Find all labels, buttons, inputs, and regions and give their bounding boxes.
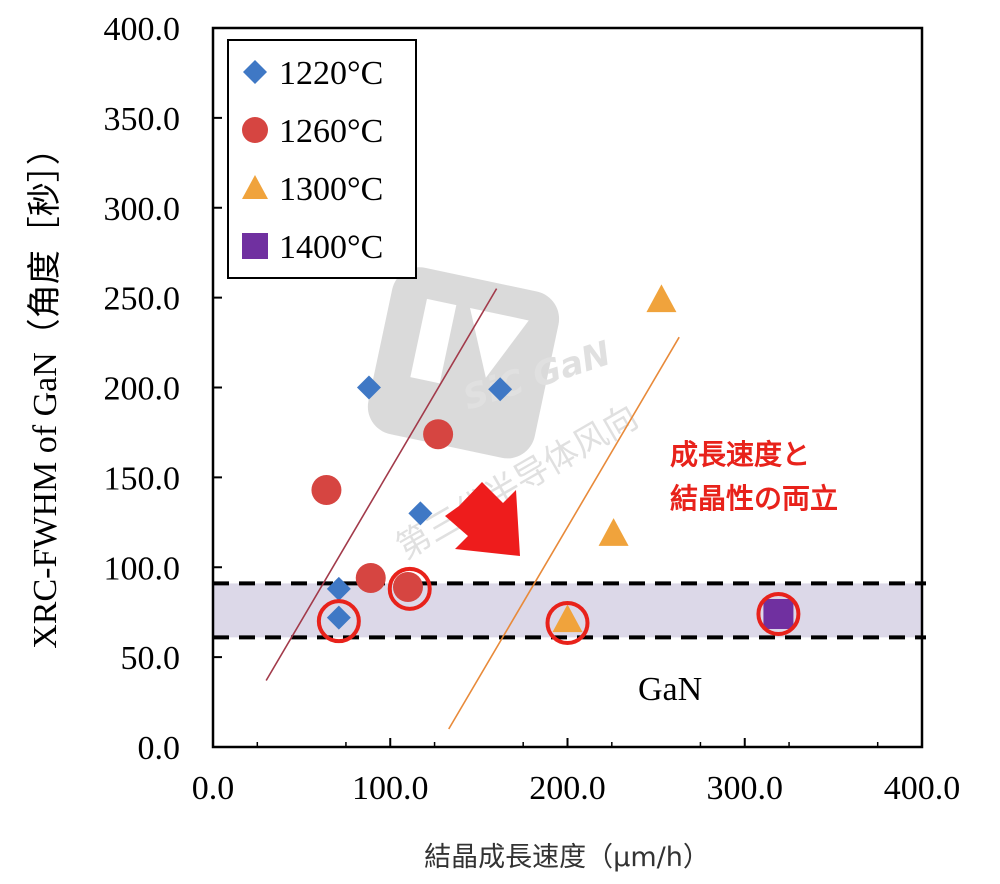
data-point-diamond bbox=[408, 501, 433, 526]
legend: 1220°C 1260°C 1300°C 1400°C bbox=[227, 39, 417, 279]
watermark-logo-icon bbox=[367, 267, 560, 459]
data-points bbox=[311, 284, 794, 633]
legend-label: 1300°C bbox=[279, 171, 383, 208]
x-tick-label: 300.0 bbox=[707, 770, 784, 807]
data-point-triangle bbox=[552, 604, 583, 633]
x-tick-label: 0.0 bbox=[192, 770, 235, 807]
highlight-circle bbox=[316, 599, 361, 644]
highlight-circle bbox=[545, 600, 590, 645]
legend-marker-square bbox=[242, 233, 268, 259]
data-point-diamond bbox=[326, 576, 351, 601]
annotation-line-2: 結晶性の両立 bbox=[670, 482, 838, 515]
data-point-square bbox=[763, 598, 794, 629]
data-point-diamond bbox=[356, 375, 381, 400]
data-point-circle bbox=[392, 572, 423, 603]
y-tick-label: 300.0 bbox=[104, 191, 181, 228]
y-tick-label: 400.0 bbox=[104, 11, 181, 48]
legend-items: 1220°C 1260°C 1300°C 1400°C bbox=[242, 55, 383, 266]
data-point-diamond bbox=[488, 377, 513, 402]
y-tick-label: 100.0 bbox=[104, 550, 181, 587]
annotation-line-1: 成長速度と bbox=[670, 438, 810, 471]
legend-marker-triangle bbox=[242, 175, 268, 200]
red-arrow-icon bbox=[445, 482, 520, 556]
legend-label: 1220°C bbox=[279, 55, 383, 92]
data-point-diamond bbox=[326, 605, 351, 630]
x-tick-label: 200.0 bbox=[529, 770, 606, 807]
x-axis-label: 結晶成長速度（μm/h） bbox=[424, 842, 710, 873]
y-tick-label: 50.0 bbox=[121, 640, 181, 677]
data-point-triangle bbox=[598, 518, 629, 546]
x-tick-label: 100.0 bbox=[352, 770, 429, 807]
band-label: GaN bbox=[638, 671, 702, 708]
y-tick-label: 250.0 bbox=[104, 281, 181, 318]
y-tick-label: 350.0 bbox=[104, 101, 181, 138]
trend-lines bbox=[265, 288, 680, 730]
y-axis-label: XRC-FWHM of GaN（角度［秒］） bbox=[26, 131, 64, 649]
y-tick-label: 200.0 bbox=[104, 371, 181, 408]
data-point-circle bbox=[355, 563, 386, 594]
data-point-circle bbox=[311, 474, 342, 505]
data-point-triangle bbox=[646, 284, 677, 313]
axis-ticks: 0.0 100.0 200.0 300.0 400.0 0.0 50.0 100.0 150.0… bbox=[104, 11, 961, 807]
legend-label: 1400°C bbox=[279, 229, 383, 266]
y-tick-label: 0.0 bbox=[138, 730, 181, 767]
trend-line-0 bbox=[265, 288, 498, 681]
highlight-circle bbox=[756, 591, 801, 636]
y-tick-label: 150.0 bbox=[104, 460, 181, 497]
highlight-circle bbox=[387, 566, 432, 611]
x-tick-label: 400.0 bbox=[884, 770, 961, 807]
highlight-circles bbox=[316, 566, 801, 645]
legend-label: 1260°C bbox=[279, 113, 383, 150]
legend-marker-diamond bbox=[243, 60, 267, 84]
data-point-circle bbox=[423, 419, 454, 450]
legend-marker-circle bbox=[242, 117, 268, 143]
trend-line-1 bbox=[448, 336, 680, 730]
